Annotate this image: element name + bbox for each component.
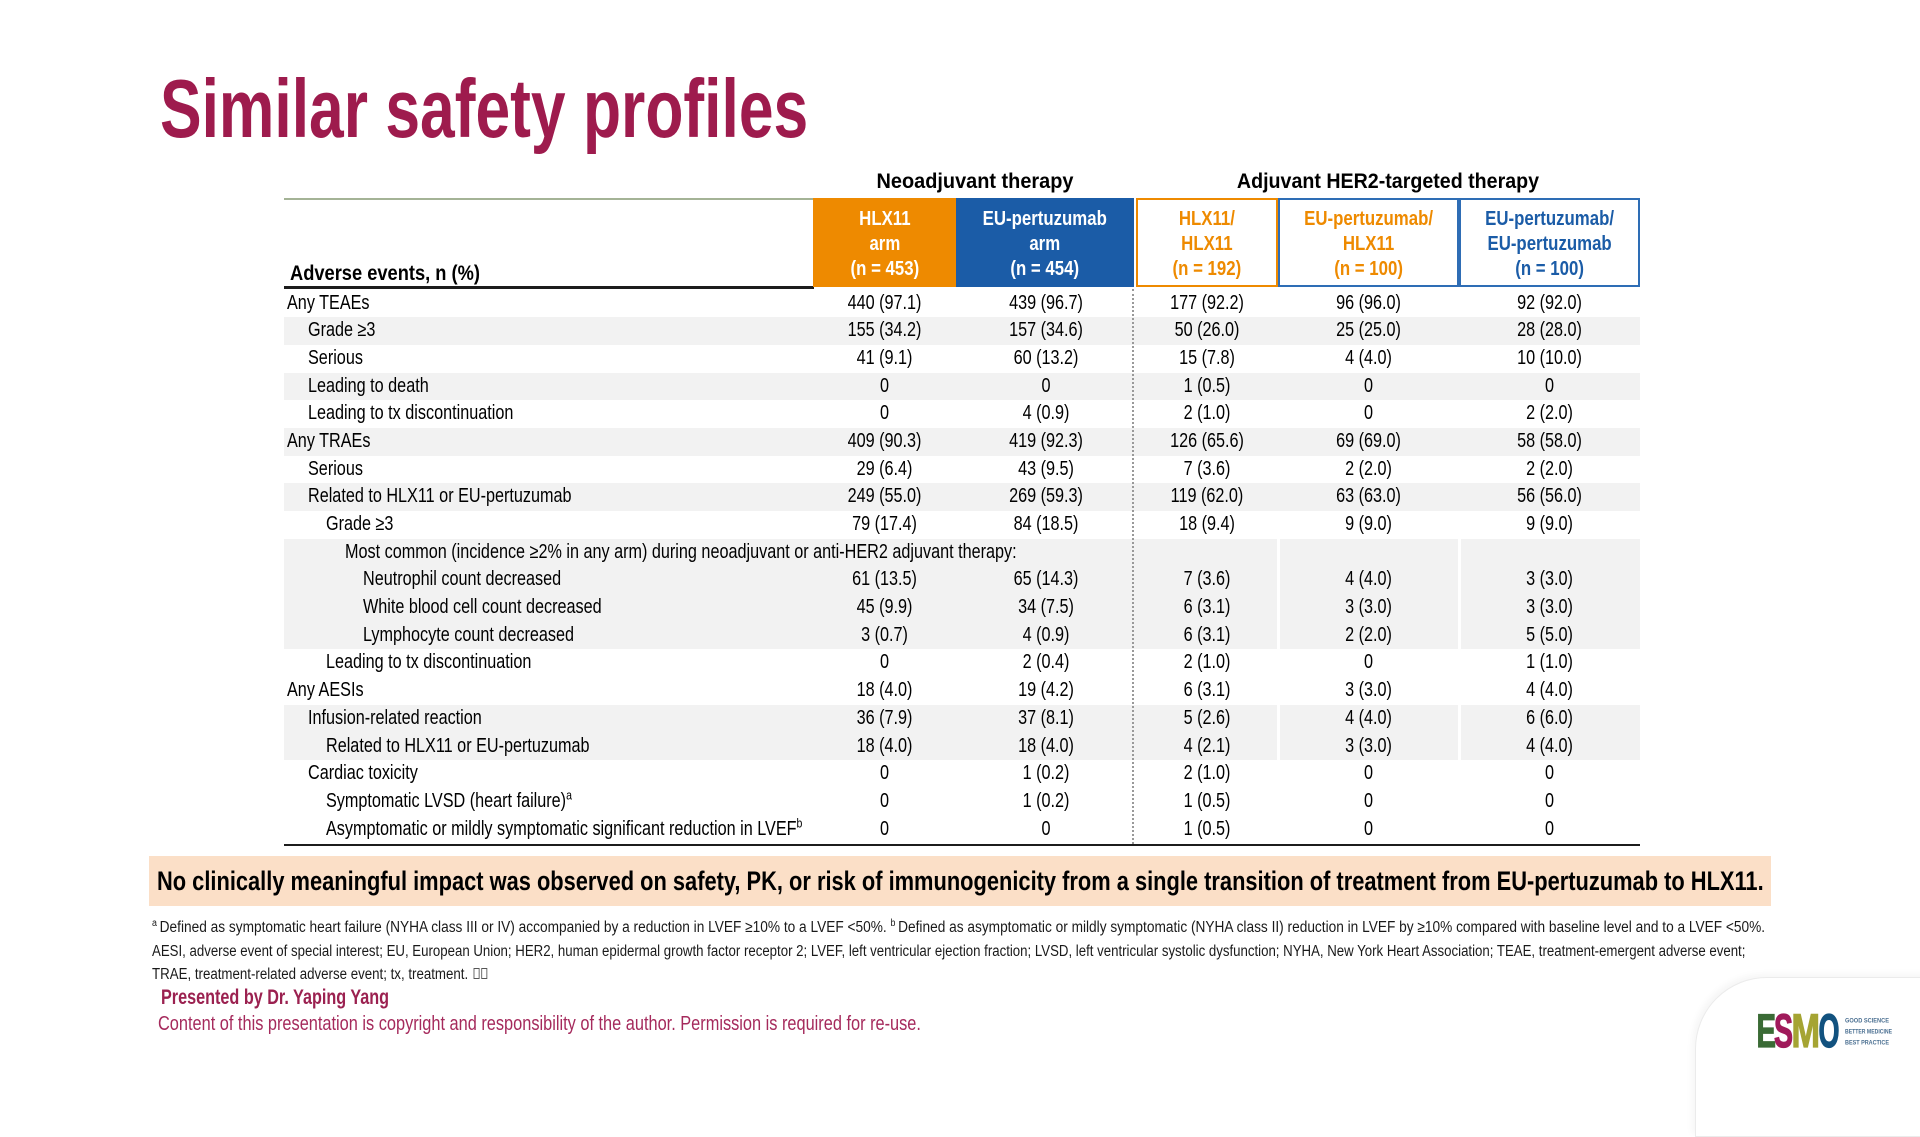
svg-text:GOOD SCIENCE: GOOD SCIENCE xyxy=(1845,1018,1889,1025)
svg-text:BEST PRACTICE: BEST PRACTICE xyxy=(1845,1040,1889,1047)
svg-text:E: E xyxy=(1757,1004,1777,1057)
svg-text:BETTER MEDICINE: BETTER MEDICINE xyxy=(1845,1029,1892,1036)
svg-text:O: O xyxy=(1819,1004,1840,1057)
svg-text:M: M xyxy=(1792,1004,1821,1057)
svg-text:S: S xyxy=(1774,1004,1793,1057)
